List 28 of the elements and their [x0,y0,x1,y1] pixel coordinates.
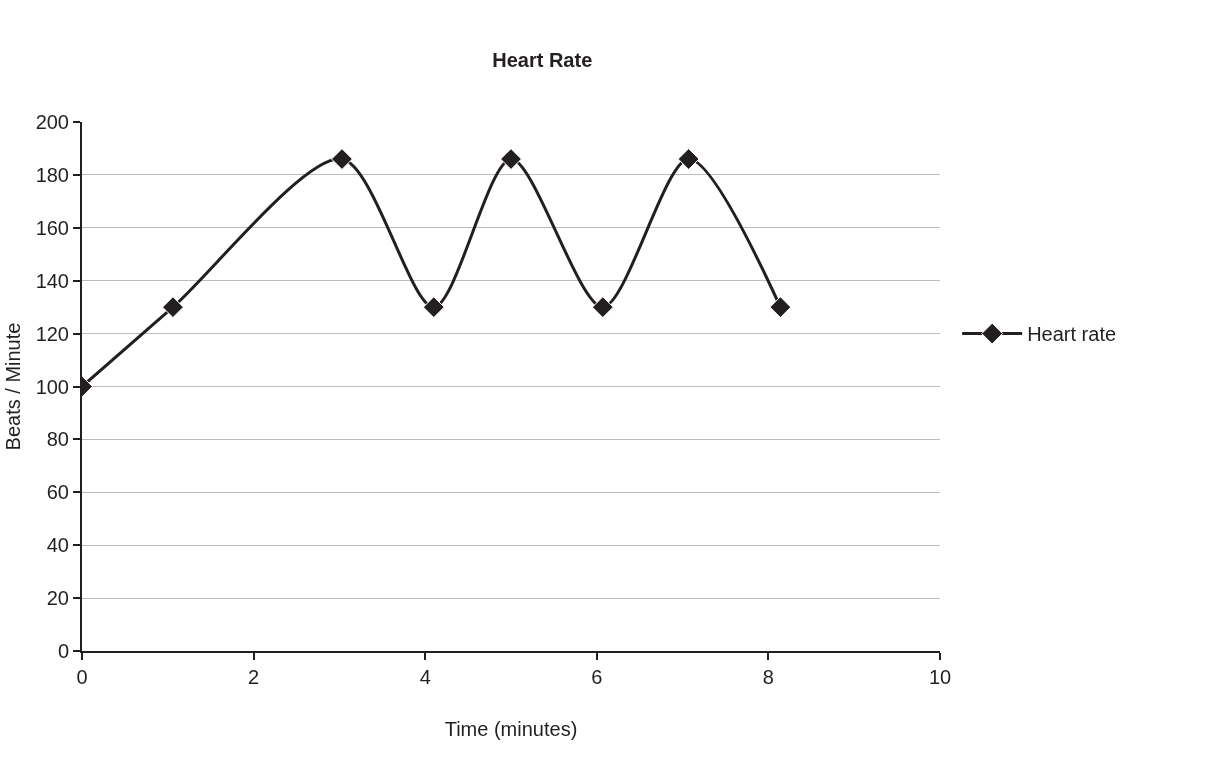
y-tick-label: 200 [35,111,69,133]
point [162,296,184,319]
point [422,296,445,319]
y-tick-label: 40 [46,534,69,557]
y-tick-label: 0 [57,640,69,662]
x-tick-label: 2 [248,666,260,688]
x-tick-label: 6 [591,666,603,688]
y-tick-label: 180 [35,163,69,186]
point [591,296,614,319]
x-tick-label: 8 [762,666,774,688]
y-tick-label: 160 [35,216,69,239]
legend-label: Heart rate [1027,323,1117,346]
point [500,148,522,170]
x-tick-label: 0 [76,666,88,688]
x-tick-label: 4 [419,666,431,688]
y-tick-label: 60 [46,481,69,504]
x-axis-title: Time (minutes) [444,718,578,740]
y-axis-title: Beats / Minute [1,322,24,451]
point [331,148,353,170]
y-tick-label: 20 [46,587,69,610]
y-tick-label: 80 [46,428,69,451]
point [677,148,700,170]
chart-title: Heart Rate [492,49,593,72]
point [769,296,792,319]
y-tick-label: 120 [35,322,69,345]
y-tick-label: 140 [35,269,69,292]
x-tick-label: 10 [928,666,952,688]
y-tick-label: 100 [35,375,69,398]
